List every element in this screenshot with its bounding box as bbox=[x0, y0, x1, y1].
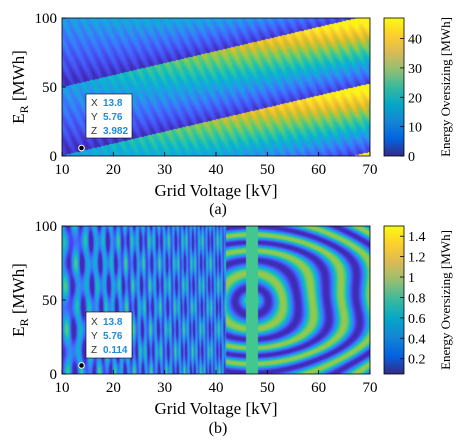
x-ticks-b: 10 20 30 40 50 60 70 bbox=[55, 370, 378, 396]
svg-text:X: X bbox=[91, 317, 98, 328]
x-tick-label: 70 bbox=[363, 162, 378, 178]
colorbar-ticks-a: 0 10 20 30 40 bbox=[400, 33, 422, 165]
svg-text:0.114: 0.114 bbox=[103, 345, 128, 356]
svg-text:X: X bbox=[91, 98, 98, 109]
datatip-a: X 13.8 Y 5.76 Z 3.982 bbox=[85, 93, 133, 139]
y-tick-label: 0 bbox=[50, 149, 58, 165]
x-tick-label: 50 bbox=[260, 380, 275, 396]
y-tick-label: 100 bbox=[35, 11, 58, 27]
colorbar-tick-label: 1.2 bbox=[408, 251, 426, 266]
x-tick-label: 20 bbox=[106, 380, 121, 396]
colorbar-tick-label: 0 bbox=[408, 150, 415, 165]
y-tick-label: 50 bbox=[42, 293, 57, 309]
x-ticks-a: 10 20 30 40 50 60 70 bbox=[55, 152, 378, 178]
y-tick-label: 50 bbox=[42, 80, 57, 96]
colorbar-tick-label: 1.4 bbox=[408, 230, 426, 245]
svg-text:Y: Y bbox=[91, 112, 98, 123]
svg-text:3.982: 3.982 bbox=[103, 126, 128, 137]
colorbar-tick-label: 20 bbox=[408, 91, 422, 106]
colorbar-tick-label: 0.2 bbox=[408, 353, 426, 368]
datatip-marker-a bbox=[78, 144, 85, 152]
colorbar-b bbox=[383, 225, 405, 375]
y-ticks-a: 0 50 100 bbox=[35, 11, 66, 165]
svg-text:Y: Y bbox=[91, 331, 98, 342]
x-tick-label: 20 bbox=[106, 162, 121, 178]
svg-text:Z: Z bbox=[91, 345, 97, 356]
y-tick-label: 100 bbox=[35, 219, 58, 235]
y-axis-label-b: ER [MWh] bbox=[9, 263, 31, 337]
colorbar-tick-label: 0.6 bbox=[408, 312, 426, 327]
x-tick-label: 40 bbox=[209, 162, 224, 178]
x-tick-label: 30 bbox=[157, 380, 172, 396]
x-tick-label: 70 bbox=[363, 380, 378, 396]
colorbar-ticks-b: 0.2 0.4 0.6 0.8 1 1.2 1.4 bbox=[400, 230, 426, 368]
x-tick-label: 30 bbox=[157, 162, 172, 178]
panel-label-a: (a) bbox=[209, 201, 227, 218]
datatip-marker-b bbox=[78, 362, 85, 369]
svg-text:5.76: 5.76 bbox=[103, 331, 123, 342]
colorbar-tick-label: 1 bbox=[408, 271, 415, 286]
colorbar-tick-label: 10 bbox=[408, 121, 422, 136]
datatip-b: X 13.8 Y 5.76 Z 0.114 bbox=[85, 311, 133, 359]
x-tick-label: 60 bbox=[311, 380, 326, 396]
panel-label-b: (b) bbox=[209, 420, 228, 437]
y-axis-label-a: ER [MWh] bbox=[9, 50, 31, 124]
colorbar-tick-label: 30 bbox=[408, 62, 422, 77]
colorbar-label-a: Energy Oversizing [MWh] bbox=[438, 17, 453, 157]
x-axis-label-b: Grid Voltage [kV] bbox=[154, 399, 277, 418]
colorbar-tick-label: 0.4 bbox=[408, 332, 426, 347]
svg-text:13.8: 13.8 bbox=[103, 317, 123, 328]
y-ticks-b: 0 50 100 bbox=[35, 219, 66, 383]
x-tick-label: 10 bbox=[55, 380, 70, 396]
colorbar-tick-label: 0.8 bbox=[408, 291, 426, 306]
x-tick-label: 50 bbox=[260, 162, 275, 178]
y-tick-label: 0 bbox=[50, 367, 58, 383]
x-tick-label: 10 bbox=[55, 162, 70, 178]
x-tick-label: 40 bbox=[209, 380, 224, 396]
colorbar-tick-label: 40 bbox=[408, 33, 422, 48]
x-axis-label-a: Grid Voltage [kV] bbox=[154, 181, 277, 200]
x-tick-label: 60 bbox=[311, 162, 326, 178]
colorbar-label-b: Energy Oversizing [MWh] bbox=[438, 230, 453, 370]
svg-text:5.76: 5.76 bbox=[103, 112, 123, 123]
colorbar-a bbox=[383, 17, 405, 157]
svg-text:13.8: 13.8 bbox=[103, 98, 123, 109]
svg-text:Z: Z bbox=[91, 126, 97, 137]
